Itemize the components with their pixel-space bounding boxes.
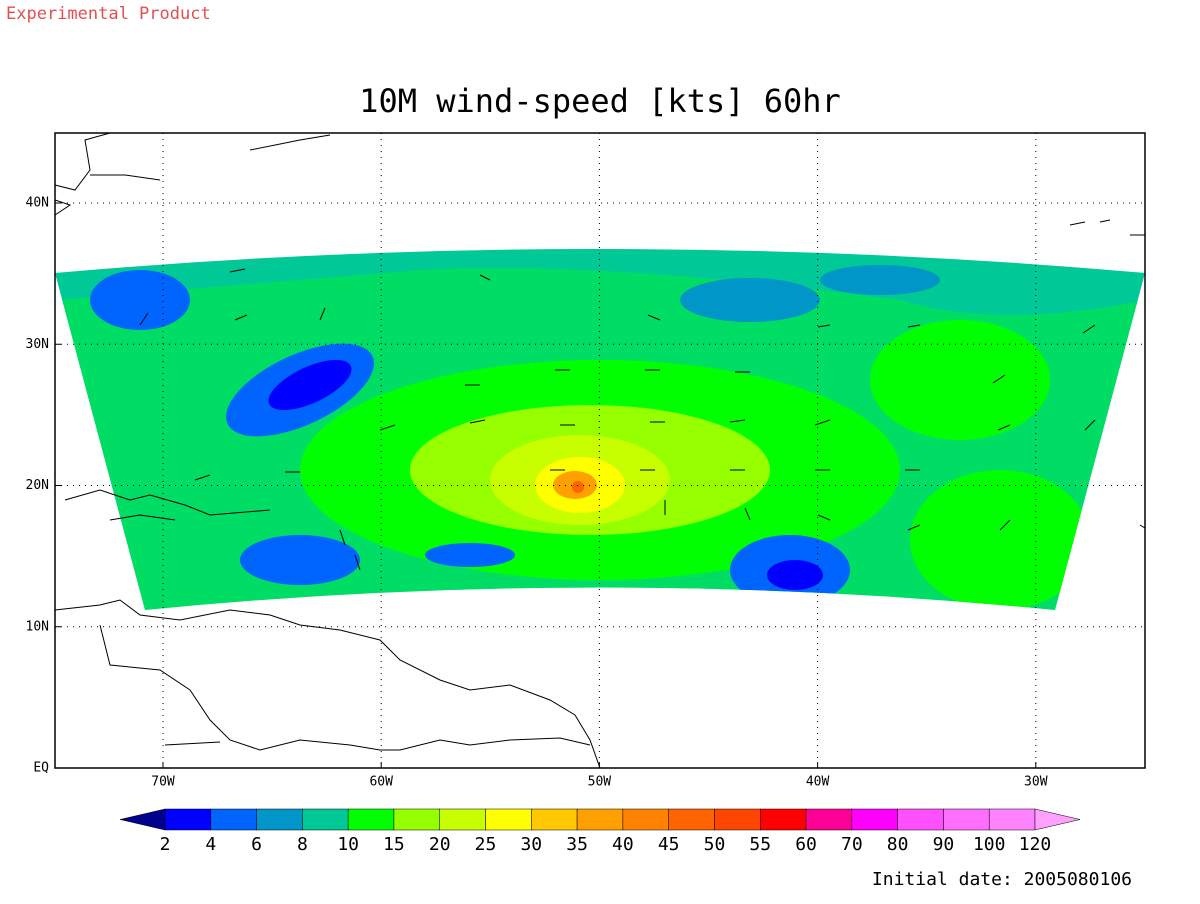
colorbar-swatch (256, 808, 303, 831)
colorbar-label: 15 (383, 834, 405, 855)
lat-label: 10N (26, 619, 49, 634)
colorbar-swatch (576, 808, 624, 831)
colorbar-label: 4 (205, 834, 216, 855)
colorbar-label: 10 (337, 834, 359, 855)
colorbar-swatch (851, 808, 898, 831)
colorbar-label: 40 (612, 834, 634, 855)
colorbar-swatch (210, 808, 257, 831)
colorbar-swatch (714, 808, 761, 831)
colorbar-swatch (988, 808, 1036, 831)
colorbar-label: 90 (933, 834, 955, 855)
lon-label: 40W (806, 775, 830, 790)
colorbar-label: 50 (704, 834, 726, 855)
lat-label: 20N (26, 478, 49, 493)
graticule: 70W 60W 50W 40W 30W 40N 30N 20N 10N EQ (26, 133, 1145, 790)
coastlines (54, 132, 1146, 769)
colorbar-label: 55 (749, 834, 771, 855)
colorbar-swatch (485, 808, 532, 831)
colorbar-label: 70 (841, 834, 863, 855)
map-frame (54, 132, 1146, 769)
colorbar-swatch (805, 808, 853, 831)
lat-label: EQ (33, 761, 49, 776)
colorbar-label: 30 (520, 834, 542, 855)
colorbar-arrow (1034, 808, 1081, 831)
colorbar-swatch (302, 808, 349, 831)
colorbar-arrow (119, 808, 166, 831)
colorbar-swatch (164, 808, 212, 831)
colorbar-swatch (943, 808, 990, 831)
colorbar-label: 60 (795, 834, 817, 855)
colorbar-swatch (668, 808, 715, 831)
initial-date: Initial date: 2005080106 (872, 869, 1132, 890)
map-title: 10M wind-speed [kts] 60hr (359, 82, 841, 120)
colorbar: 2 4 6 8 10 15 20 25 30 35 40 45 50 55 60 70 80 90 100 120 (119, 808, 1081, 855)
wind-arrows (139, 268, 1096, 531)
colorbar-swatch (622, 808, 669, 831)
colorbar-label: 20 (429, 834, 451, 855)
colorbar-swatch (531, 808, 578, 831)
colorbar-label: 120 (1019, 834, 1052, 855)
lat-label: 40N (26, 196, 49, 211)
colorbar-swatch (393, 808, 440, 831)
lat-label: 30N (26, 337, 49, 352)
colorbar-label: 35 (566, 834, 588, 855)
colorbar-swatch (347, 808, 395, 831)
experimental-note: Experimental Product (6, 4, 211, 24)
lon-label: 30W (1024, 775, 1048, 790)
lon-label: 50W (588, 775, 612, 790)
lon-label: 60W (369, 775, 393, 790)
colorbar-label: 2 (160, 834, 171, 855)
colorbar-label: 8 (297, 834, 308, 855)
colorbar-label: 80 (887, 834, 909, 855)
colorbar-label: 100 (973, 834, 1006, 855)
colorbar-label: 6 (251, 834, 262, 855)
colorbar-swatch (760, 808, 807, 831)
colorbar-swatch (439, 808, 486, 831)
colorbar-label: 25 (475, 834, 497, 855)
wind-field (55, 249, 1145, 610)
lon-label: 70W (151, 775, 175, 790)
colorbar-label: 45 (658, 834, 680, 855)
colorbar-swatch (897, 808, 944, 831)
